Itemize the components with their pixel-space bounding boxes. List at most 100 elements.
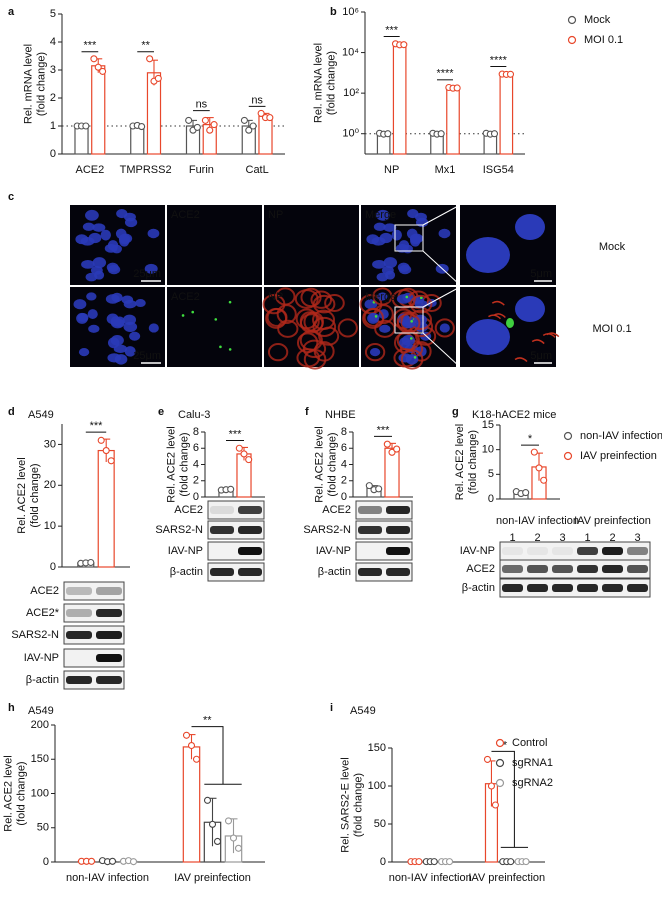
- ace2-signal: [410, 320, 413, 323]
- nucleus: [110, 335, 124, 346]
- y-axis-label: Rel. ACE2 level: [313, 426, 325, 502]
- significance-label: ***: [90, 420, 104, 432]
- channel-label: Merge: [365, 291, 396, 303]
- nucleus: [147, 228, 160, 239]
- data-point: [483, 755, 492, 763]
- blot-band: [210, 526, 234, 534]
- scale-bar-label: 5μm: [530, 268, 552, 280]
- x-tick-label: ACE2: [76, 164, 105, 176]
- significance-bracket: [191, 726, 242, 785]
- nucleus: [396, 294, 411, 304]
- y-tick-label: 2: [193, 475, 199, 487]
- cytoplasm-signal: [277, 319, 299, 338]
- cytoplasm-signal: [491, 300, 505, 306]
- blot-group-label: non-IAV infection: [496, 515, 579, 527]
- cytoplasm-signal: [299, 313, 324, 334]
- blot-row-label: IAV-NP: [316, 545, 351, 557]
- nucleus: [105, 294, 120, 304]
- y-tick-label: 10⁶: [342, 6, 359, 18]
- micrograph: [167, 287, 262, 367]
- legend-label: IAV preinfection: [580, 450, 657, 462]
- blot-band: [96, 676, 122, 684]
- legend-label: non-IAV infection: [580, 430, 662, 442]
- data-point: [535, 464, 543, 472]
- blot-strip: [355, 541, 413, 561]
- lane-label: 2: [534, 532, 540, 544]
- blot-row-label: β-actin: [318, 566, 351, 578]
- data-point: [415, 858, 423, 866]
- data-point: [384, 130, 392, 138]
- blot-row-label: ACE2*: [26, 607, 60, 619]
- y-tick-label: 2: [50, 92, 56, 104]
- data-point: [388, 448, 396, 456]
- chart-title: Calu-3: [178, 409, 210, 421]
- ace2-signal: [506, 318, 514, 328]
- y-axis-label: (fold change): [325, 51, 337, 115]
- nucleus: [407, 209, 419, 219]
- nucleus: [372, 259, 386, 269]
- y-tick-label: 10⁴: [342, 46, 359, 58]
- y-axis-label: (fold change): [35, 52, 47, 116]
- y-tick-label: 0: [50, 561, 56, 573]
- data-point: [102, 447, 110, 455]
- y-tick-label: 0: [488, 493, 494, 505]
- blot-strip: [355, 562, 413, 582]
- data-point: [108, 857, 117, 865]
- blot-band: [386, 506, 410, 514]
- y-tick-label: 4: [193, 458, 199, 470]
- blot-strip: [207, 541, 265, 561]
- blot-band: [66, 676, 92, 684]
- ace2-signal: [228, 300, 232, 304]
- cytoplasm-signal: [514, 357, 528, 363]
- y-tick-label: 100: [368, 780, 386, 792]
- blot-band: [358, 526, 382, 534]
- blot-band: [210, 506, 234, 514]
- nucleus: [94, 270, 105, 280]
- legend-label: MOI 0.1: [584, 34, 623, 46]
- cytoplasm-signal: [400, 349, 424, 370]
- blot-band: [627, 565, 648, 573]
- data-point: [235, 444, 243, 452]
- blot-band: [238, 526, 262, 534]
- legend-marker: [563, 431, 573, 441]
- blot-band: [577, 584, 598, 592]
- data-point: [365, 482, 373, 490]
- data-point: [201, 116, 209, 124]
- blot-row-label: β-actin: [462, 582, 495, 594]
- blot-band: [577, 547, 598, 555]
- data-point: [90, 55, 98, 63]
- significance-label: **: [203, 714, 212, 726]
- y-tick-label: 0: [50, 148, 56, 160]
- cytoplasm-signal: [364, 343, 386, 362]
- ace2-signal: [191, 310, 195, 314]
- blot-band: [66, 609, 92, 617]
- significance-label: ***: [229, 428, 243, 440]
- nucleus: [88, 232, 102, 244]
- nucleus: [92, 223, 106, 232]
- data-point: [491, 801, 499, 809]
- y-tick-label: 5: [488, 468, 494, 480]
- y-axis-label: (fold change): [352, 773, 364, 837]
- ace2-signal: [419, 296, 423, 299]
- channel-label: NP: [268, 209, 283, 221]
- nucleus: [88, 324, 100, 333]
- scale-bar-label: 5μm: [530, 350, 552, 362]
- nucleus: [391, 229, 402, 241]
- cytoplasm-signal: [302, 339, 327, 359]
- data-point: [227, 485, 235, 493]
- y-tick-label: 10²: [343, 87, 359, 99]
- data-point: [82, 122, 90, 130]
- blot-row-label: SARS2-N: [11, 629, 59, 641]
- nucleus: [373, 222, 386, 231]
- data-point: [146, 55, 154, 63]
- channel-label: Merge: [365, 209, 396, 221]
- panel-letter: e: [158, 406, 164, 418]
- scale-bar-label: 25μm: [133, 268, 161, 280]
- panel-letter: g: [452, 406, 459, 418]
- panel-letter: c: [8, 191, 14, 203]
- chart-title: K18-hACE2 mice: [472, 409, 556, 421]
- legend-marker: [563, 451, 573, 461]
- nucleus: [107, 264, 121, 275]
